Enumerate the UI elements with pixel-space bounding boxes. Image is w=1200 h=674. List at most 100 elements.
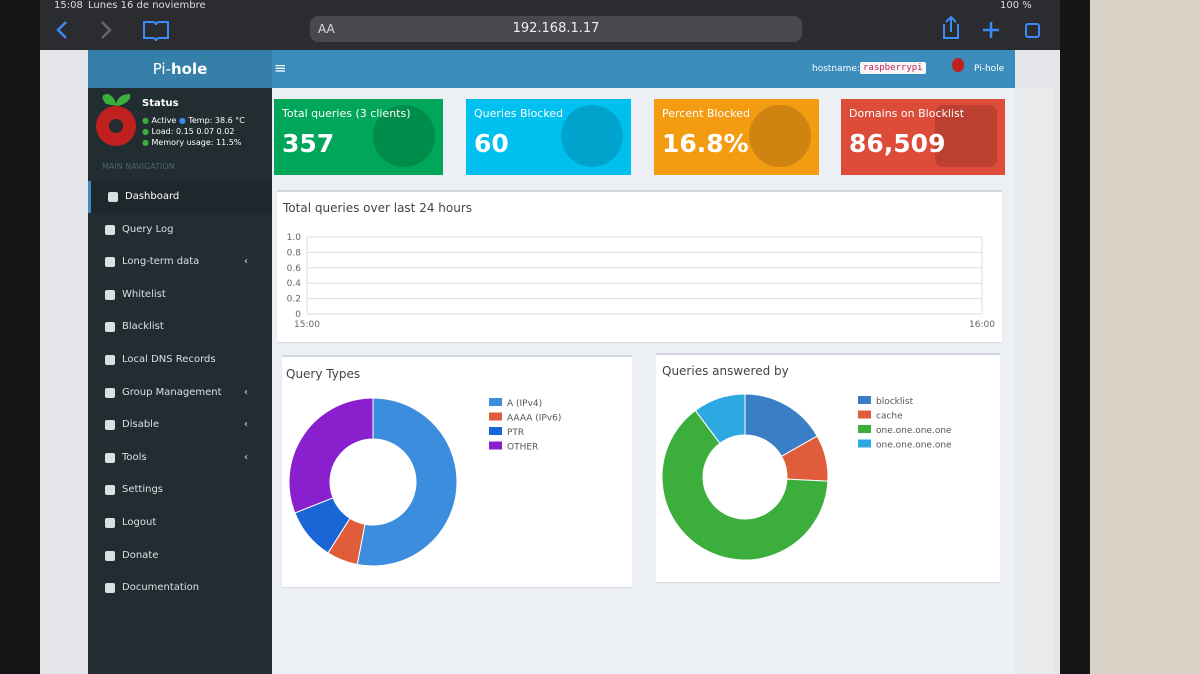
submenu-arrow: ‹	[244, 451, 248, 463]
panel-title: Queries answered by	[662, 364, 789, 378]
menu-label: Settings	[122, 484, 164, 496]
donut-segment[interactable]	[661, 409, 829, 561]
y-tick-label: 0	[295, 310, 301, 320]
y-tick-label: 0.8	[287, 248, 302, 258]
chart-title: Total queries over last 24 hours	[283, 201, 473, 215]
menu-item[interactable]: Disable ‹	[88, 409, 272, 441]
legend-swatch	[858, 439, 871, 448]
y-tick-label: 0.6	[287, 264, 302, 274]
menu-toggle[interactable]: ≡	[274, 59, 287, 77]
menu-label: Whitelist	[122, 288, 166, 300]
menu-label: Group Management	[122, 386, 222, 398]
stat-box[interactable]: Domains on Blocklist 86,509	[841, 99, 1005, 175]
user-name[interactable]: Pi-hole	[974, 64, 1005, 74]
panel-title: Query Types	[286, 367, 361, 381]
query-types-box: Query Types A (IPv4) AAAA (IPv6) PTR OTHER	[282, 355, 632, 587]
menu-icon	[105, 257, 115, 268]
brand[interactable]: Pi-hole	[88, 60, 272, 78]
brand-name: hole	[170, 60, 208, 78]
query-types-donut: A (IPv4) AAAA (IPv6) PTR OTHER	[288, 397, 561, 567]
submenu-arrow: ‹	[244, 419, 248, 431]
donut-segment[interactable]	[288, 397, 374, 514]
answered-by-box: Queries answered by blocklist cache one.on…	[656, 353, 1000, 582]
battery: 100 %	[1000, 0, 1032, 11]
legend-label[interactable]: OTHER	[507, 443, 538, 453]
status-active: Active	[151, 116, 177, 125]
line-chart: 0 0.2 0.4 0.6 0.8 1.0 15:00 16:00	[287, 233, 996, 330]
y-tick-label: 0.4	[287, 279, 302, 289]
bookmarks-button[interactable]	[143, 21, 169, 42]
stat-icon	[561, 105, 623, 167]
share-button[interactable]	[943, 15, 959, 39]
date: Lunes 16 de noviembre	[88, 0, 206, 11]
sidebar	[88, 50, 272, 674]
legend-label[interactable]: AAAA (IPv6)	[507, 414, 561, 424]
legend-label[interactable]: A (IPv4)	[507, 399, 542, 409]
user-avatar	[952, 58, 964, 72]
stat-box[interactable]: Queries Blocked 60	[466, 99, 631, 175]
legend-swatch	[489, 427, 502, 435]
text-size-button[interactable]: AA	[318, 22, 335, 36]
legend-label[interactable]: blocklist	[876, 397, 914, 407]
stat-icon	[935, 105, 997, 167]
menu-icon	[105, 550, 115, 561]
legend-label[interactable]: cache	[876, 412, 903, 422]
donut-segment[interactable]	[356, 397, 458, 567]
stat-value: 16.8%	[662, 129, 749, 158]
menu-item[interactable]: Donate	[88, 540, 272, 572]
url-text: 192.168.1.17	[512, 21, 600, 36]
menu-item[interactable]: Whitelist	[88, 279, 272, 311]
status-title: Status	[142, 98, 179, 109]
legend-swatch	[489, 441, 502, 450]
legend-swatch	[858, 410, 871, 419]
forward-button	[101, 21, 112, 39]
menu-item[interactable]: Query Log	[88, 214, 272, 246]
new-tab-button[interactable]	[983, 22, 999, 38]
pihole-logo	[96, 94, 136, 146]
menu-label: Dashboard	[125, 191, 180, 202]
stat-label: Percent Blocked	[662, 107, 750, 120]
status-memory: Memory usage: 11.5%	[151, 138, 242, 147]
menu-item[interactable]: Tools ‹	[88, 442, 272, 474]
status-details: ● Active ● Temp: 38.6 °C ● Load: 0.15 0.…	[142, 115, 245, 148]
menu-item[interactable]: Local DNS Records	[88, 344, 272, 376]
menu-item[interactable]: Blacklist	[88, 311, 272, 343]
submenu-arrow: ‹	[244, 256, 248, 268]
screen-margin	[1015, 88, 1055, 674]
queries-chart-box: Total queries over last 24 hours 0 0.2 0.4…	[277, 190, 1002, 342]
menu-icon	[108, 192, 118, 202]
x-tick-label: 15:00	[294, 320, 320, 330]
menu-item[interactable]: Settings	[88, 474, 272, 506]
menu-item[interactable]: Long-term data ‹	[88, 246, 272, 278]
nav-section: MAIN NAVIGATION	[102, 162, 175, 171]
legend-label[interactable]: one.one.one.one	[876, 441, 952, 451]
submenu-arrow: ‹	[244, 386, 248, 398]
answered-by-donut: blocklist cache one.one.one.one one.one.one…	[661, 393, 952, 561]
top-header: ≡ hostname: raspberrypi Pi-hole	[272, 50, 1015, 88]
back-button[interactable]	[56, 21, 67, 39]
status-line: ● Load: 0.15 0.07 0.02	[142, 127, 235, 136]
legend-label[interactable]: one.one.one.one	[876, 426, 952, 436]
menu-item[interactable]: Dashboard	[88, 181, 275, 213]
legend-swatch	[858, 396, 871, 404]
menu-icon	[105, 322, 115, 333]
menu-label: Long-term data	[122, 256, 200, 268]
menu-label: Documentation	[122, 582, 200, 594]
stat-box[interactable]: Total queries (3 clients) 357	[274, 99, 443, 175]
legend-swatch	[858, 425, 871, 433]
menu-item[interactable]: Documentation	[88, 572, 272, 604]
legend-swatch	[489, 398, 502, 406]
menu-label: Tools	[122, 451, 147, 463]
address-bar[interactable]: AA 192.168.1.17	[310, 16, 802, 42]
brand-bar: Pi-hole	[88, 50, 272, 88]
menu-item[interactable]: Logout	[88, 507, 272, 539]
donut-segment[interactable]	[694, 393, 746, 445]
stat-value: 60	[474, 129, 509, 158]
legend-label[interactable]: PTR	[507, 428, 524, 438]
stat-label: Domains on Blocklist	[849, 107, 965, 120]
hostname: raspberrypi	[860, 62, 926, 74]
tabs-button[interactable]	[1025, 23, 1040, 38]
menu-item[interactable]: Group Management ‹	[88, 377, 272, 409]
stat-box[interactable]: Percent Blocked 16.8%	[654, 99, 819, 175]
